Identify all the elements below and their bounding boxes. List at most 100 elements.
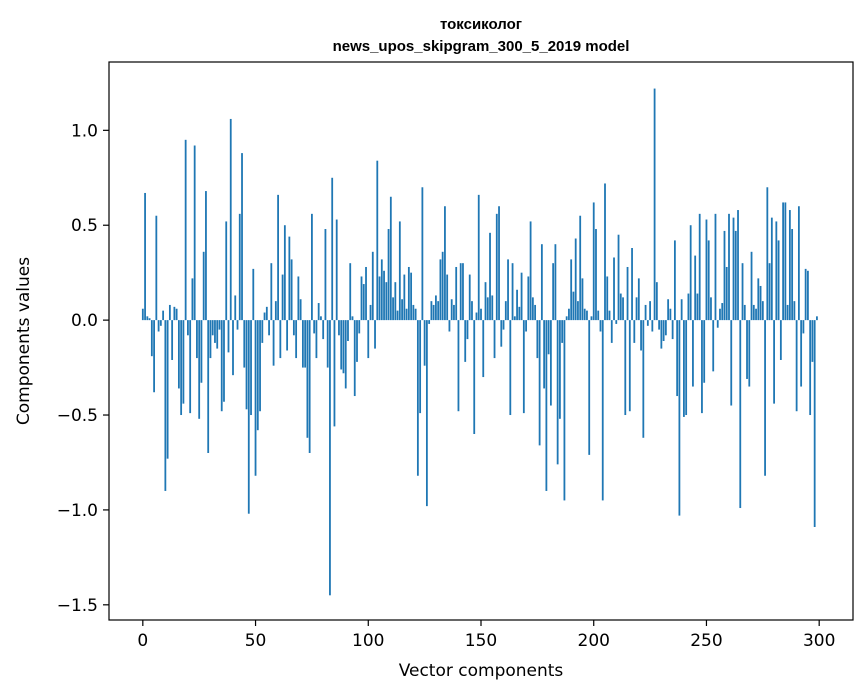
bar-component-147 [473,320,476,434]
bar-component-74 [308,320,311,453]
bar-component-223 [644,304,647,321]
bar-component-171 [527,276,530,321]
bar-component-284 [782,202,785,321]
bar-component-125 [423,320,426,366]
bar-component-90 [344,320,347,389]
bar-component-92 [349,263,352,321]
bar-component-126 [425,320,428,507]
bar-component-214 [624,320,627,416]
bar-component-213 [622,297,624,321]
x-tick-label: 50 [245,631,267,651]
bar-component-79 [320,316,322,321]
bar-component-27 [202,251,205,321]
bar-component-131 [437,301,440,321]
bar-component-270 [750,251,753,321]
bar-component-279 [770,217,773,321]
bar-component-281 [775,221,778,321]
bar-component-3 [148,318,151,321]
bar-component-180 [547,320,550,355]
bar-component-273 [757,278,760,321]
bar-component-44 [241,153,243,321]
bar-component-189 [568,308,570,321]
bar-component-265 [739,320,742,509]
bar-component-18 [182,320,185,404]
bar-component-238 [678,320,681,516]
bar-component-91 [347,320,349,341]
bar-component-141 [459,263,462,321]
bar-component-243 [689,225,692,321]
x-axis-label: Vector components [399,661,564,681]
bar-component-88 [340,320,343,370]
x-tick-label: 200 [578,631,610,651]
bar-component-60 [277,194,279,321]
bar-component-68 [295,320,298,359]
bar-component-154 [489,232,491,321]
bar-component-160 [502,320,505,330]
bar-component-256 [719,308,721,321]
bar-component-168 [520,272,523,321]
bar-component-219 [635,297,638,321]
bar-component-136 [448,320,451,332]
bar-component-268 [746,320,748,379]
bar-component-115 [401,299,403,321]
bar-component-274 [759,285,762,321]
bar-component-117 [405,308,408,321]
bar-component-163 [509,320,512,416]
bar-component-162 [507,259,509,321]
bar-component-170 [525,320,527,332]
bar-component-36 [223,320,225,402]
bar-component-129 [432,304,435,321]
bar-component-62 [281,274,284,321]
bar-component-22 [191,278,194,321]
bar-component-263 [734,230,737,321]
bar-component-100 [367,320,370,359]
bar-component-28 [205,191,207,321]
y-tick-label: −1.5 [57,596,98,616]
bar-component-130 [435,295,437,321]
bar-component-198 [588,320,591,455]
bar-component-209 [613,257,615,321]
chart-title-line1: токсиколог [440,16,522,33]
bar-component-210 [615,320,618,324]
bar-component-97 [360,276,363,321]
bar-component-177 [540,244,543,321]
x-tick-label: 300 [803,631,835,651]
x-ticks-group: 0 50 100 150 200 250 300 [137,620,835,651]
bar-component-133 [441,251,444,321]
bar-component-51 [256,320,259,431]
bar-component-30 [209,320,212,359]
bar-component-292 [800,320,803,387]
bar-component-204 [601,320,604,501]
bar-component-37 [225,221,228,321]
bar-component-260 [728,213,730,321]
bar-component-26 [200,320,203,383]
bar-component-16 [177,320,180,389]
bar-component-252 [710,297,712,321]
bar-component-82 [326,320,329,368]
bar-component-46 [245,320,248,410]
bar-component-202 [597,310,600,321]
bar-component-24 [196,320,198,359]
bar-component-81 [324,229,327,321]
bar-component-282 [777,240,780,321]
bar-component-127 [428,320,431,324]
bar-component-0 [141,308,144,321]
bar-component-195 [581,278,584,321]
bar-component-167 [518,306,521,321]
bar-component-291 [797,206,800,321]
bar-component-103 [374,320,376,349]
bar-component-175 [536,320,539,359]
bar-component-41 [234,295,237,321]
bar-component-120 [412,304,415,321]
bar-component-78 [317,303,320,321]
bar-component-134 [444,206,446,321]
bar-component-123 [419,320,422,414]
bar-component-17 [180,320,183,416]
bar-component-12 [168,304,171,321]
bar-component-80 [322,320,325,340]
bar-component-31 [211,320,214,336]
bar-component-20 [187,320,189,336]
bar-component-240 [683,320,685,417]
bar-component-84 [331,177,334,321]
bar-component-226 [651,320,654,332]
